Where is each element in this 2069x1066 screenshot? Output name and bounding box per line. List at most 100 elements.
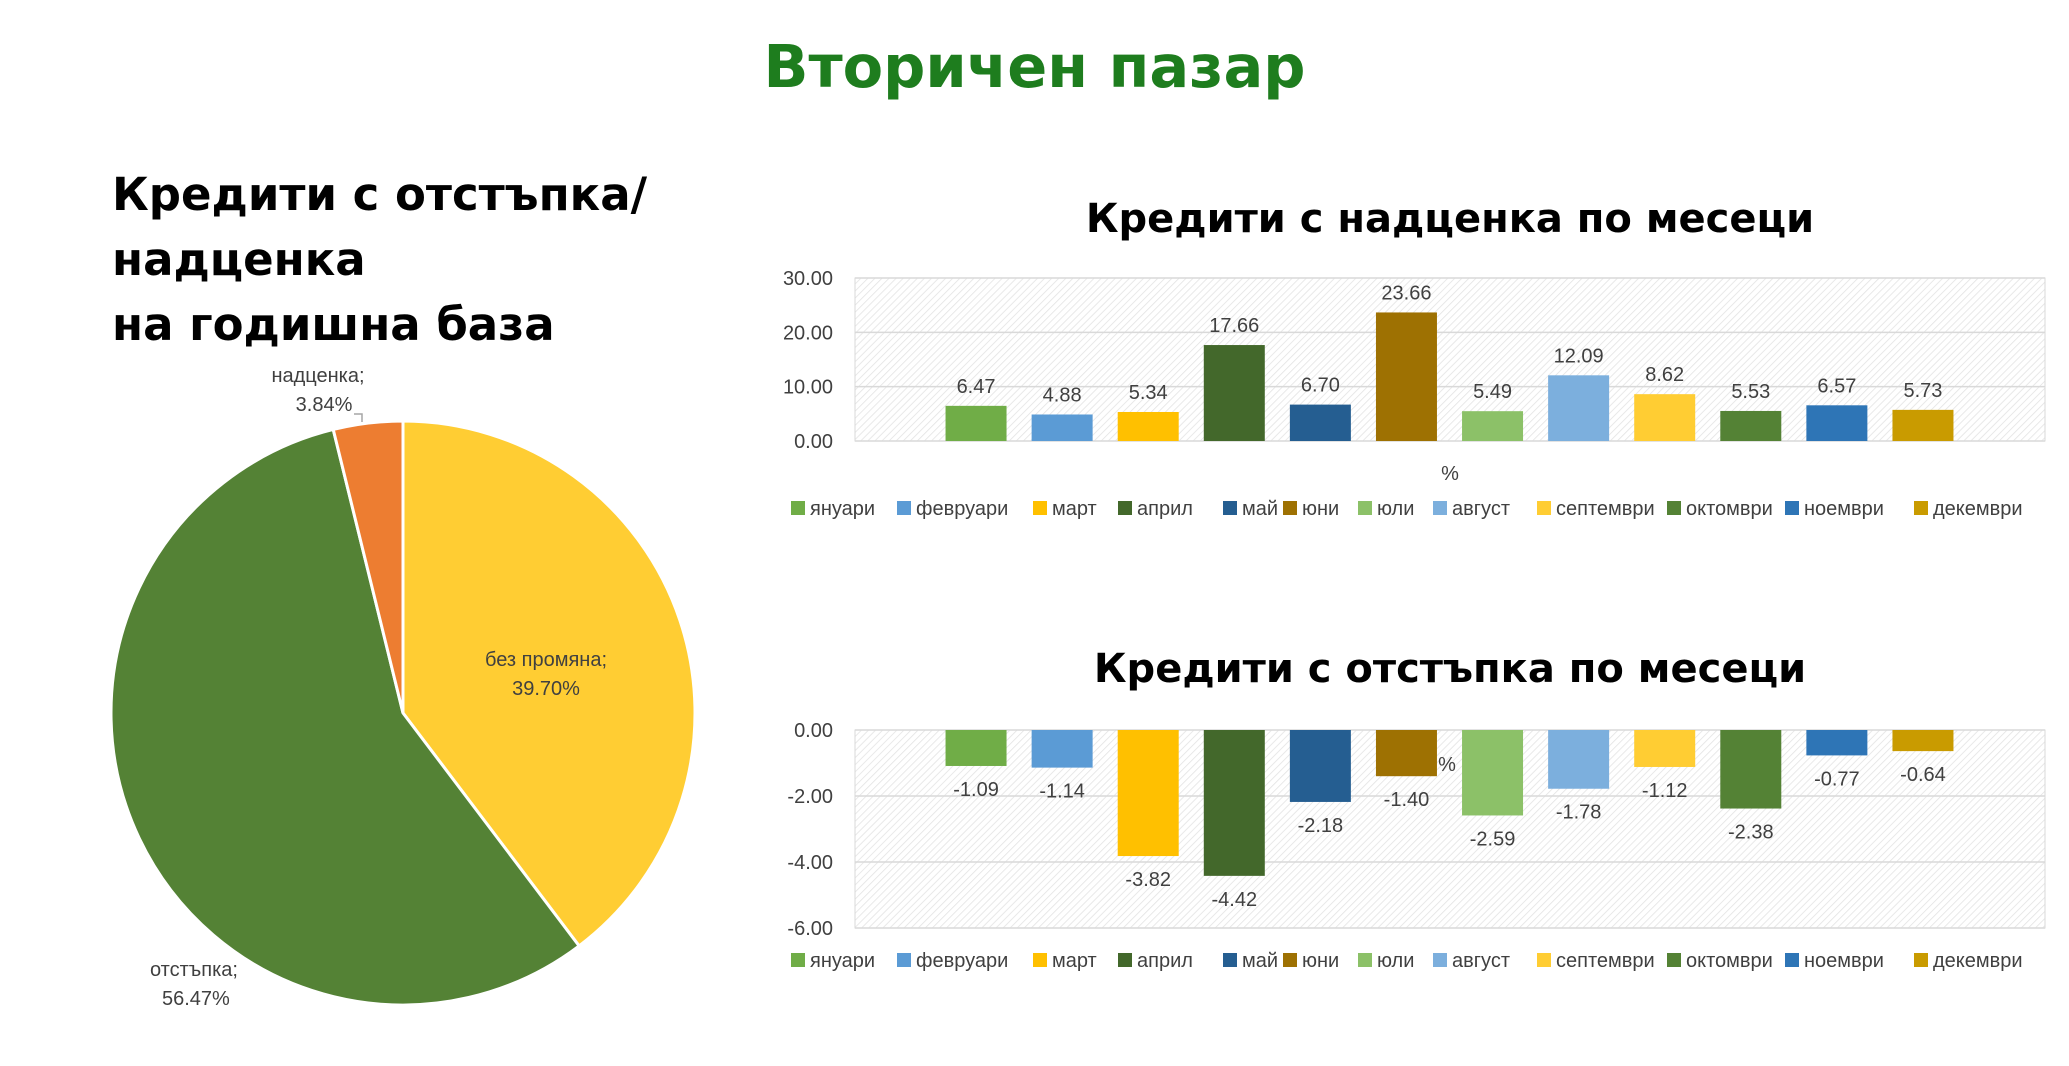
discount-data-label-july: -2.59 (1470, 828, 1516, 850)
discount-chart-title: Кредити с отстъпка по месеци (1093, 646, 1807, 692)
premium-y-tick-label: 20.00 (783, 322, 833, 344)
premium-legend-label-august: август (1452, 498, 1510, 520)
premium-legend-swatch-october (1667, 501, 1681, 515)
discount-y-tick-label: -4.00 (787, 852, 833, 874)
discount-data-label-june: -1.40 (1384, 789, 1430, 811)
premium-legend-swatch-march (1033, 501, 1047, 515)
discount-legend-label-may: май (1242, 950, 1278, 972)
premium-y-tick-label: 0.00 (794, 431, 833, 453)
premium-y-tick-label: 10.00 (783, 377, 833, 399)
discount-legend-label-april: април (1137, 950, 1193, 972)
premium-legend-swatch-november (1785, 501, 1799, 515)
premium-legend-label-february: февруари (916, 498, 1008, 520)
premium-legend-swatch-april (1118, 501, 1132, 515)
discount-bar-july (1462, 730, 1524, 816)
discount-data-label-october: -2.38 (1728, 822, 1774, 844)
pie-label-no-change-name: без промяна; (485, 649, 607, 671)
discount-x-axis-label: % (1438, 754, 1456, 776)
pie-label-discount-name: отстъпка; (150, 959, 238, 981)
discount-data-label-january: -1.09 (953, 779, 999, 801)
premium-bar-june (1375, 312, 1437, 441)
discount-bar-chart: 0.00 -2.00 -4.00 -6.00 -1.09 -1.14 -3.82 -4.42 -… (787, 720, 2046, 972)
premium-data-label-july: 5.49 (1473, 381, 1512, 403)
premium-bar-july (1462, 411, 1524, 441)
premium-legend-label-december: декември (1933, 498, 2023, 520)
pie-label-premium: надценка; 3.84% (271, 365, 364, 416)
pie-slice-discount (109, 427, 582, 1007)
discount-data-label-february: -1.14 (1039, 781, 1085, 803)
pie-label-discount-value: 56.47% (162, 988, 230, 1010)
premium-data-label-august: 12.09 (1554, 345, 1604, 367)
premium-data-label-may: 6.70 (1301, 375, 1340, 397)
discount-legend-label-october: октомври (1686, 950, 1773, 972)
premium-data-label-december: 5.73 (1903, 380, 1942, 402)
premium-legend-label-june: юни (1302, 498, 1339, 520)
discount-legend-swatch-december (1914, 953, 1928, 967)
premium-legend-label-september: септември (1556, 498, 1655, 520)
discount-legend-label-august: август (1452, 950, 1510, 972)
premium-legend-swatch-december (1914, 501, 1928, 515)
premium-data-label-november: 6.57 (1817, 375, 1856, 397)
pie-chart-title: Кредити с отстъпка/надценка на годишна б… (112, 162, 872, 357)
premium-bar-december (1892, 409, 1954, 441)
discount-legend-swatch-march (1033, 953, 1047, 967)
pie-label-premium-name: надценка; (271, 365, 364, 387)
discount-legend-swatch-september (1537, 953, 1551, 967)
premium-data-label-march: 5.34 (1129, 382, 1168, 404)
pie-label-no-change-value: 39.70% (512, 678, 580, 700)
pie-chart-title-line-2: на годишна база (112, 298, 555, 351)
premium-data-label-june: 23.66 (1381, 282, 1431, 304)
discount-bar-march (1117, 730, 1179, 857)
premium-legend-label-march: март (1052, 498, 1097, 520)
pie-chart: без промяна; 39.70% отстъпка; 56.47% надценк… (109, 365, 697, 1010)
discount-bar-december (1892, 730, 1954, 752)
discount-legend-label-july: юли (1377, 950, 1414, 972)
discount-bar-september (1634, 730, 1696, 767)
discount-data-label-april: -4.42 (1211, 889, 1257, 911)
premium-bar-may (1289, 404, 1351, 441)
discount-bar-may (1289, 730, 1351, 802)
discount-legend-swatch-july (1358, 953, 1372, 967)
premium-bar-march (1117, 411, 1179, 441)
discount-data-label-march: -3.82 (1125, 869, 1171, 891)
pie-label-premium-value: 3.84% (296, 394, 353, 416)
premium-chart-title: Кредити с надценка по месеци (1085, 196, 1815, 242)
discount-legend-swatch-april (1118, 953, 1132, 967)
premium-legend-swatch-may (1223, 501, 1237, 515)
discount-bar-august (1548, 730, 1610, 789)
premium-bar-february (1031, 414, 1093, 441)
discount-data-label-december: -0.64 (1900, 764, 1946, 786)
pie-chart-title-line-1: Кредити с отстъпка/надценка (112, 168, 648, 286)
premium-legend-label-november: ноември (1804, 498, 1884, 520)
premium-bar-november (1806, 405, 1868, 441)
pie-label-no-change: без промяна; 39.70% (485, 649, 607, 700)
premium-legend-swatch-august (1433, 501, 1447, 515)
discount-y-tick-label: -2.00 (787, 786, 833, 808)
discount-legend-swatch-june (1283, 953, 1297, 967)
premium-data-label-february: 4.88 (1043, 384, 1082, 406)
premium-bar-october (1720, 410, 1782, 441)
page-title: Вторичен пазар (763, 32, 1306, 101)
premium-x-axis-label: % (1441, 463, 1459, 485)
premium-data-label-april: 17.66 (1209, 315, 1259, 337)
premium-legend-label-october: октомври (1686, 498, 1773, 520)
premium-data-label-september: 8.62 (1645, 364, 1684, 386)
discount-legend-swatch-august (1433, 953, 1447, 967)
discount-bar-april (1203, 730, 1265, 876)
discount-bar-february (1031, 730, 1093, 768)
premium-bar-january (945, 405, 1007, 441)
premium-data-label-january: 6.47 (957, 376, 996, 398)
discount-y-tick-label: -6.00 (787, 918, 833, 940)
premium-legend-label-may: май (1242, 498, 1278, 520)
discount-legend-swatch-november (1785, 953, 1799, 967)
premium-bar-april (1203, 345, 1265, 441)
premium-bar-chart: 0.00 10.00 20.00 30.00 6.47 4.88 5.34 17.66 6.70… (783, 268, 2046, 520)
pie-slice-premium (331, 419, 405, 714)
discount-legend-swatch-may (1223, 953, 1237, 967)
premium-legend-label-january: януари (810, 498, 875, 520)
discount-bar-january (945, 730, 1007, 766)
discount-legend-label-september: септември (1556, 950, 1655, 972)
discount-legend-label-december: декември (1933, 950, 2023, 972)
discount-data-label-september: -1.12 (1642, 780, 1688, 802)
